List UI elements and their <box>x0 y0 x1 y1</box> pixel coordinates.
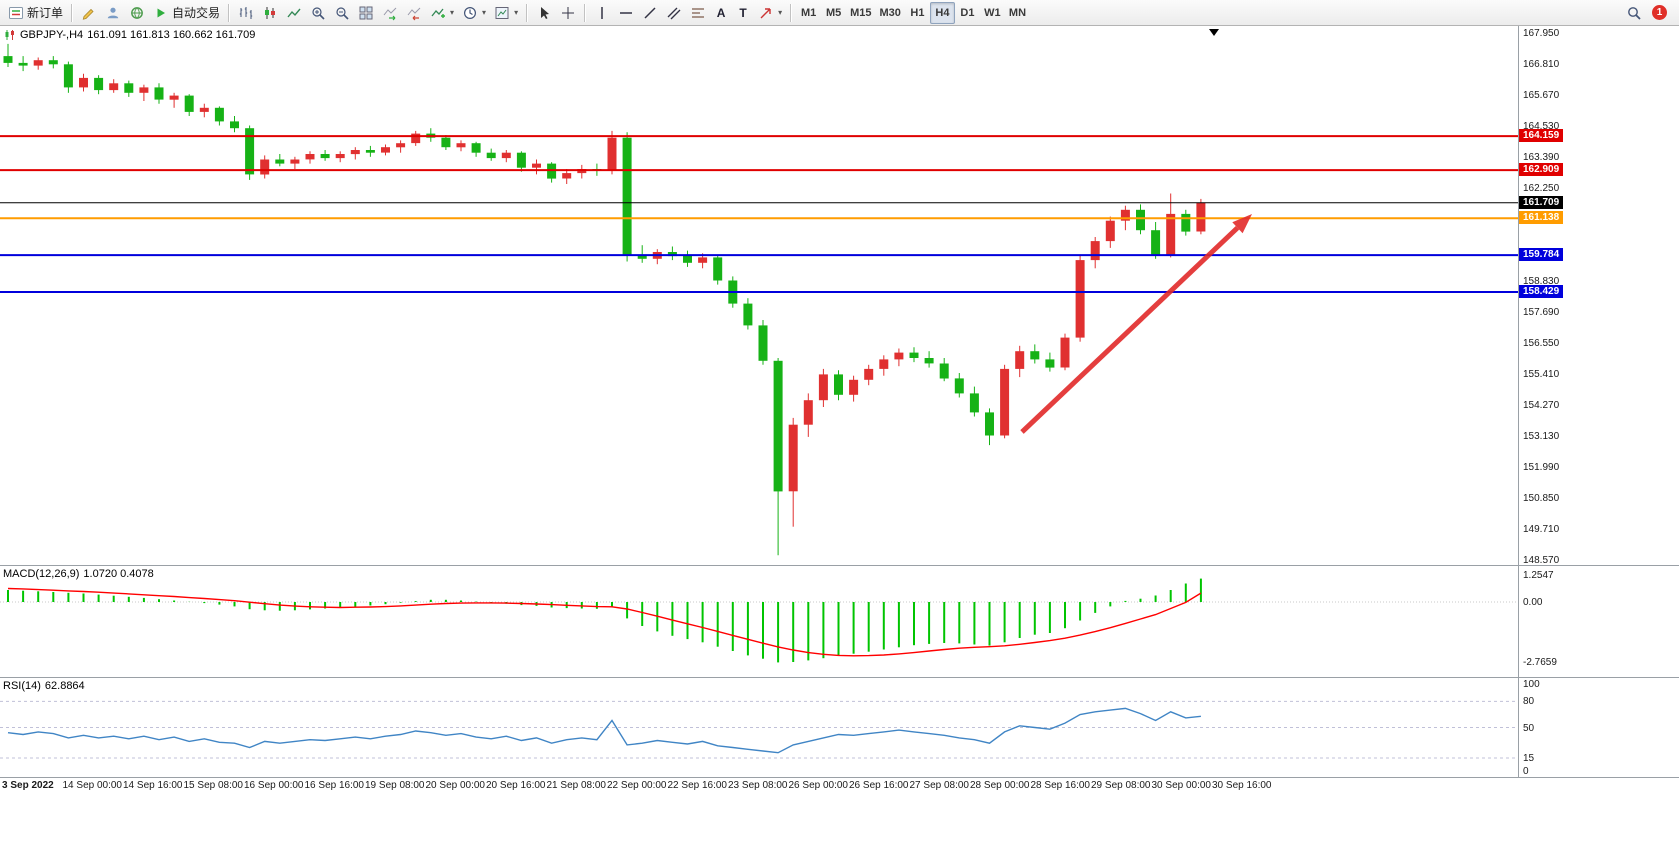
clock-icon <box>464 6 477 19</box>
zoom-in-button[interactable] <box>306 2 330 24</box>
arrow-tool-icon <box>760 7 771 18</box>
indicators-button[interactable]: ▾ <box>426 2 458 24</box>
price-chart-panel[interactable] <box>0 26 1518 565</box>
toolbar-separator <box>228 3 231 22</box>
chevron-down-icon: ▾ <box>482 8 487 17</box>
label-tool-button[interactable]: T <box>732 2 754 24</box>
pencil-icon <box>82 8 94 20</box>
horizontal-line-icon <box>620 11 633 14</box>
arrows-tool-button[interactable]: ▾ <box>754 2 786 24</box>
new-order-icon <box>9 6 23 19</box>
crosshair-button[interactable] <box>556 2 580 24</box>
autoscroll-button[interactable] <box>378 2 402 24</box>
timeframe-d1-button[interactable]: D1 <box>960 6 975 19</box>
chevron-down-icon: ▾ <box>514 8 519 17</box>
time-axis[interactable] <box>0 778 1518 796</box>
rsi-line <box>7 707 1201 754</box>
trendline-tool-button[interactable] <box>638 2 662 24</box>
community-button[interactable] <box>125 2 149 24</box>
channel-icon <box>667 7 681 19</box>
vertical-line-icon <box>601 6 603 19</box>
add-indicator-icon <box>431 8 446 18</box>
cursor-button[interactable] <box>532 2 556 24</box>
toolbar-separator <box>526 3 529 22</box>
toolbar-separator <box>71 3 74 22</box>
text-tool-label: A <box>716 5 726 20</box>
rsi-panel[interactable] <box>0 678 1518 777</box>
templates-button[interactable]: ▾ <box>490 2 522 24</box>
chart-line-button[interactable] <box>282 2 306 24</box>
zoom-out-button[interactable] <box>330 2 354 24</box>
ohlc-bars-icon <box>239 6 253 19</box>
timeframe-mn-button[interactable]: MN <box>1008 6 1027 19</box>
macd-signal-line <box>7 587 1202 657</box>
trendline-icon <box>644 6 656 19</box>
timeframe-m5-button[interactable]: M5 <box>825 6 842 19</box>
chart-shift-icon <box>407 7 421 20</box>
chart-candles-button[interactable] <box>258 2 282 24</box>
macd-histogram <box>0 578 1518 663</box>
zoom-in-icon <box>312 6 325 20</box>
auto-trading-button[interactable]: 自动交易 <box>149 2 224 24</box>
cursor-icon <box>541 6 550 19</box>
timeframe-h1-button[interactable]: H1 <box>910 6 925 19</box>
channel-tool-button[interactable] <box>662 2 686 24</box>
vertical-line-tool-button[interactable] <box>590 2 614 24</box>
autoscroll-icon <box>383 7 397 20</box>
toolbar-separator <box>790 3 793 22</box>
horizontal-line-tool-button[interactable] <box>614 2 638 24</box>
horizontal-lines[interactable] <box>0 135 1518 293</box>
timeframe-m1-button[interactable]: M1 <box>800 6 817 19</box>
zoom-out-icon <box>336 6 349 20</box>
timeframe-m15-button[interactable]: M15 <box>850 6 872 19</box>
chart-shift-button[interactable] <box>402 2 426 24</box>
timeframe-h4-button[interactable]: H4 <box>929 1 955 24</box>
trend-arrow[interactable] <box>1020 214 1252 434</box>
timeframe-m30-button[interactable]: M30 <box>879 6 901 19</box>
rsi-indicator <box>0 700 1518 759</box>
chevron-down-icon: ▾ <box>450 8 455 17</box>
globe-icon <box>131 6 143 19</box>
tile-windows-button[interactable] <box>354 2 378 24</box>
fibonacci-tool-button[interactable] <box>686 2 710 24</box>
label-tool-label: T <box>739 5 747 20</box>
metaeditor-button[interactable] <box>77 2 101 24</box>
line-chart-icon <box>287 8 301 17</box>
chevron-down-icon: ▾ <box>778 8 783 17</box>
timeframe-w1-button[interactable]: W1 <box>984 6 1001 19</box>
new-order-button[interactable]: 新订单 <box>4 2 67 24</box>
crosshair-icon <box>562 6 575 19</box>
macd-panel[interactable] <box>0 566 1518 677</box>
market-button[interactable] <box>101 2 125 24</box>
timeframe-group: M1 M5 M15 M30 H1 H4 D1 W1 MN <box>796 1 1030 24</box>
toolbar: 新订单 自动交易 <box>0 0 1679 26</box>
text-tool-button[interactable]: A <box>710 2 732 24</box>
search-button[interactable] <box>1622 2 1646 24</box>
new-order-label: 新订单 <box>27 6 64 20</box>
fibonacci-icon <box>692 7 705 18</box>
person-icon <box>107 7 119 18</box>
template-icon <box>495 6 509 19</box>
candlestick-icon <box>265 6 276 19</box>
price-axis[interactable] <box>1518 26 1679 778</box>
search-icon <box>1628 6 1641 20</box>
notification-badge[interactable]: 1 <box>1652 5 1667 20</box>
auto-trading-label: 自动交易 <box>172 6 221 20</box>
toolbar-separator <box>584 3 587 22</box>
panel-borders <box>0 26 1679 778</box>
chart-bars-button[interactable] <box>234 2 258 24</box>
tile-windows-icon <box>359 6 373 19</box>
play-icon <box>157 8 166 17</box>
periods-button[interactable]: ▾ <box>458 2 490 24</box>
